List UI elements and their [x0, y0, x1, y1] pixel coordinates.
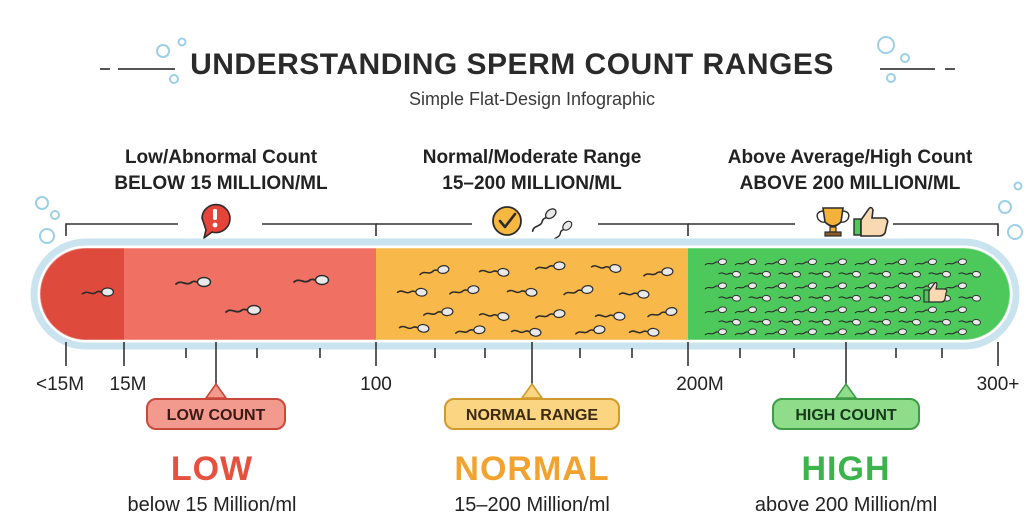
range-bar: [30, 238, 1020, 350]
normal-range-badge: NORMAL RANGE: [444, 398, 620, 430]
normal-description: 15–200 Million/ml: [454, 494, 610, 516]
zone-high-heading: Above Average/High Count: [727, 147, 973, 168]
page-title: UNDERSTANDING SPERM COUNT RANGES: [190, 48, 834, 81]
zone-high-heading-block: Above Average/High Count ABOVE 200 MILLI…: [695, 145, 1005, 197]
axis-ticks: [65, 342, 999, 366]
trophy-thumbs-up-icon: [816, 206, 889, 237]
high-label: HIGH: [801, 450, 891, 488]
zone-normal-range: 15–200 MILLION/ML: [442, 173, 622, 194]
zone-brackets: [65, 223, 999, 236]
page-subtitle: Simple Flat-Design Infographic: [408, 89, 656, 109]
axis-label-below-15m: <15M: [35, 374, 85, 395]
low-label: LOW: [170, 450, 254, 488]
low-count-badge: LOW COUNT: [146, 398, 286, 430]
zone-normal-heading: Normal/Moderate Range: [422, 147, 642, 168]
axis-label-100: 100: [360, 374, 392, 395]
zone-low-heading-block: Low/Abnormal Count BELOW 15 MILLION/ML: [66, 145, 376, 197]
zone-low-range: BELOW 15 MILLION/ML: [114, 173, 328, 194]
checkmark-circle-icon: [492, 206, 575, 245]
bubbles-decoration: [35, 36, 1023, 244]
normal-label: NORMAL: [454, 450, 610, 488]
axis-label-15m: 15M: [109, 374, 147, 395]
exclamation-speech-icon: [201, 203, 231, 240]
high-description: above 200 Million/ml: [754, 494, 938, 516]
zone-low-heading: Low/Abnormal Count: [124, 147, 318, 168]
badge-pointers: [204, 342, 858, 399]
zone-normal-heading-block: Normal/Moderate Range 15–200 MILLION/ML: [377, 145, 687, 197]
zone-high-range: ABOVE 200 MILLION/ML: [739, 173, 961, 194]
axis-label-200m: 200M: [676, 374, 724, 395]
axis-label-300-plus: 300+: [976, 374, 1020, 395]
low-description: below 15 Million/ml: [127, 494, 297, 516]
high-count-badge: HIGH COUNT: [772, 398, 920, 430]
thumbs-up-icon: [923, 281, 948, 303]
